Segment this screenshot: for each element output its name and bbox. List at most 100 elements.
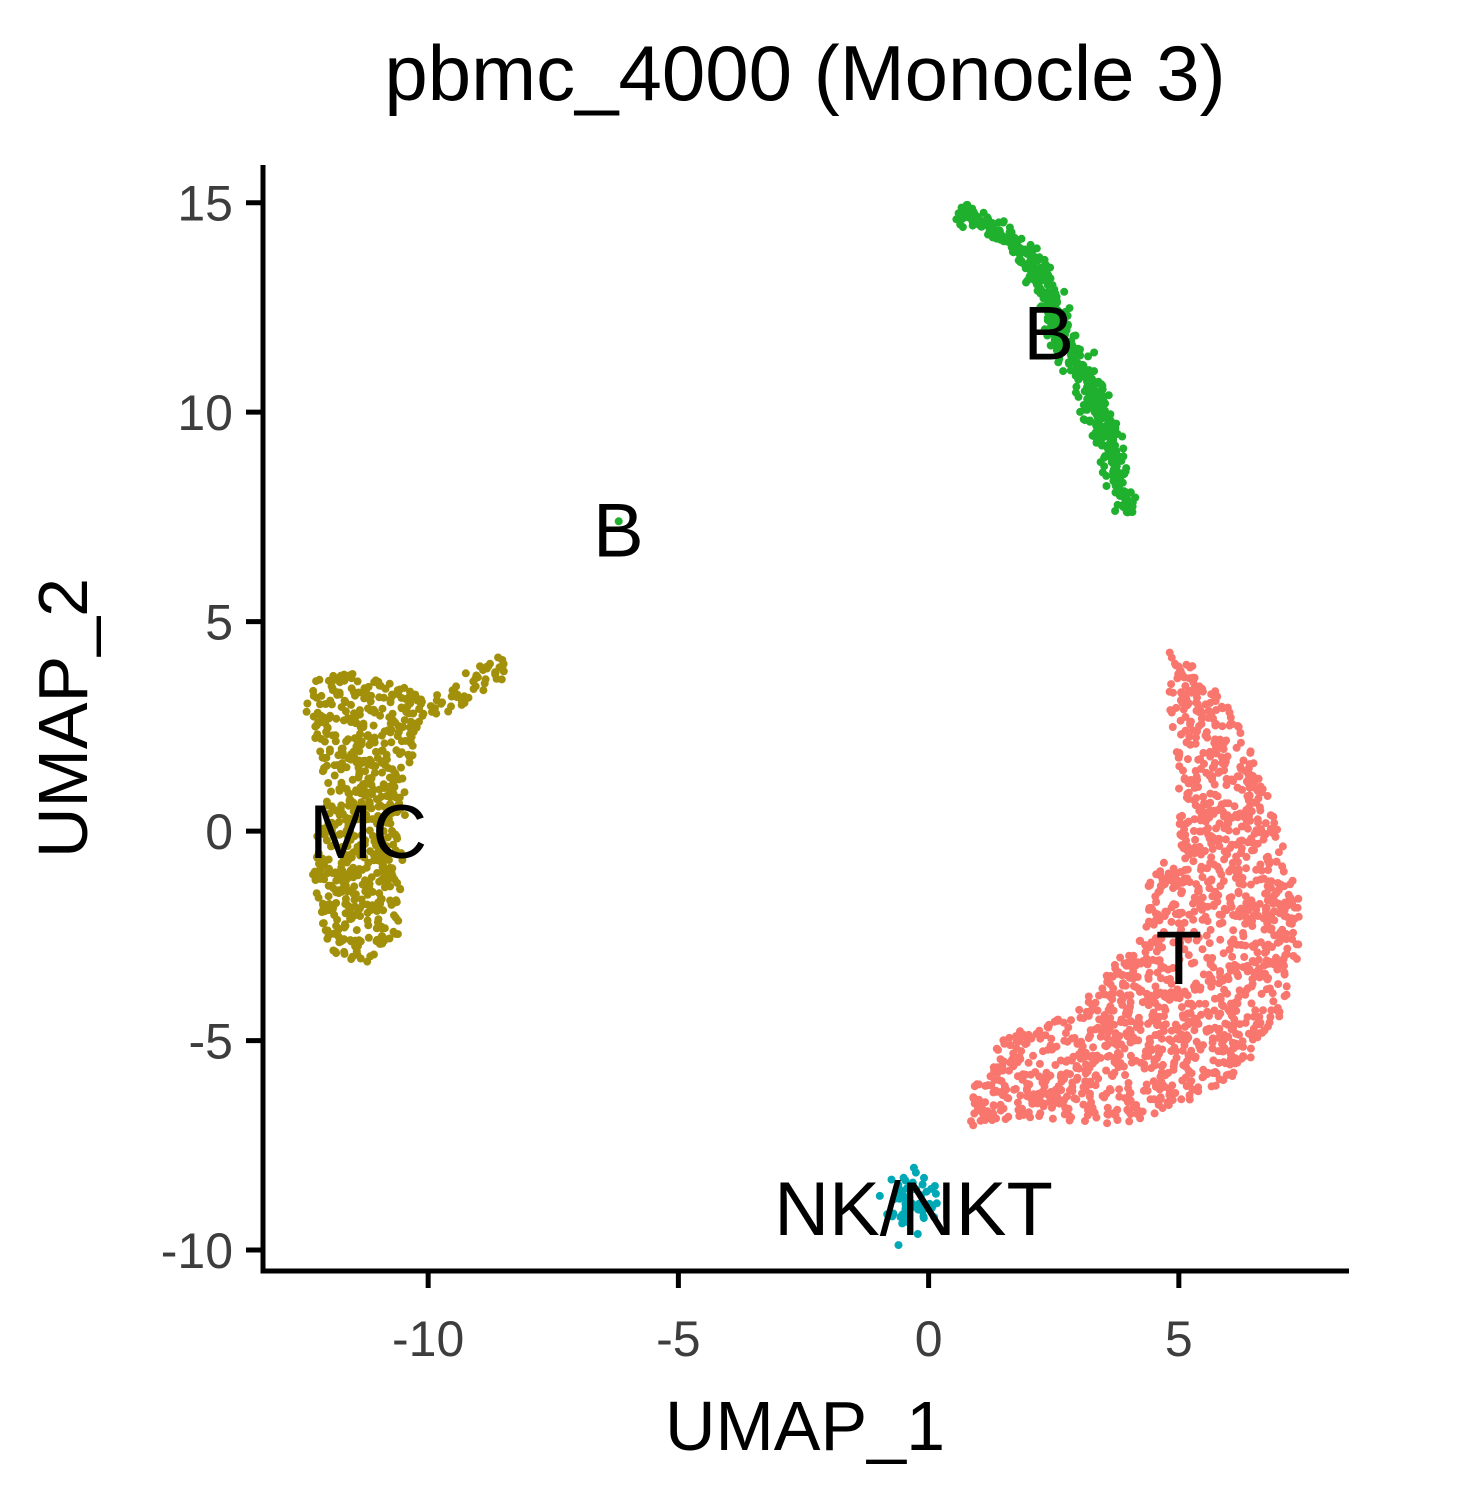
point-b (1033, 286, 1042, 295)
point-mc (389, 840, 398, 849)
point-t (1067, 1113, 1076, 1122)
point-t (1227, 864, 1236, 873)
point-t (1084, 998, 1093, 1007)
point-mc (311, 734, 320, 742)
point-t (1044, 1021, 1053, 1030)
point-mc (321, 700, 330, 708)
point-b (1036, 303, 1045, 312)
point-t (1148, 918, 1157, 927)
point-t (1219, 807, 1227, 816)
point-b (1087, 397, 1096, 406)
point-t (1157, 1062, 1166, 1071)
point-t (1219, 877, 1228, 886)
point-t (1121, 1071, 1130, 1079)
point-t (1158, 1080, 1167, 1089)
point-mc (332, 921, 341, 930)
point-t (1255, 1020, 1264, 1029)
point-t (1255, 899, 1264, 908)
point-t (1180, 774, 1189, 783)
point-mc (397, 693, 406, 702)
point-t (1062, 1057, 1071, 1066)
point-mc (329, 831, 338, 840)
point-t (1167, 1047, 1176, 1056)
point-t (1230, 802, 1239, 811)
x-tick-label: -5 (656, 1311, 700, 1367)
point-t (1190, 1026, 1199, 1035)
point-t (1115, 1085, 1124, 1094)
point-mc (323, 730, 332, 739)
point-mc (363, 900, 372, 909)
point-t (1190, 1014, 1199, 1023)
point-t (1206, 1025, 1215, 1034)
point-t (1248, 922, 1257, 930)
point-t (1274, 980, 1283, 989)
point-t (1205, 1011, 1213, 1020)
point-t (1175, 784, 1183, 793)
point-mc (375, 877, 384, 886)
point-mc (340, 935, 348, 944)
point-mc (363, 916, 372, 925)
point-t (1212, 824, 1220, 833)
point-t (1282, 950, 1291, 959)
point-t (1081, 1117, 1089, 1125)
point-b (1110, 431, 1118, 440)
point-mc (369, 950, 378, 959)
point-t (1047, 1034, 1056, 1043)
point-mc (334, 751, 343, 760)
point-t (1131, 1056, 1140, 1065)
point-mc (391, 793, 400, 802)
point-t (1189, 827, 1198, 835)
point-t (1117, 1040, 1126, 1049)
point-t (1248, 846, 1256, 855)
point-t (1189, 1002, 1197, 1011)
point-t (1159, 928, 1168, 936)
point-t (1289, 928, 1298, 937)
point-mc (356, 904, 364, 913)
point-t (1191, 835, 1200, 844)
point-t (1242, 913, 1251, 922)
y-tick-label: 0 (205, 804, 233, 860)
point-b (1108, 441, 1117, 450)
y-tick-label: 5 (205, 595, 233, 651)
point-mc (479, 686, 488, 695)
point-b (1060, 287, 1069, 296)
point-t (1203, 733, 1212, 742)
point-t (1016, 1091, 1025, 1100)
point-mc (355, 936, 363, 945)
y-tick-label: 15 (177, 176, 233, 232)
point-mc (319, 899, 327, 908)
point-t (1075, 1005, 1084, 1014)
point-t (1117, 971, 1126, 979)
point-mc (318, 919, 327, 928)
point-b (1074, 392, 1083, 401)
point-t (1247, 834, 1256, 843)
point-t (1266, 883, 1275, 892)
point-t (1222, 781, 1231, 790)
point-mc (371, 707, 379, 716)
point-mc (315, 675, 324, 684)
point-t (1221, 1059, 1230, 1068)
point-mc (480, 679, 489, 688)
point-t (1151, 909, 1160, 918)
point-t (1208, 892, 1217, 901)
point-t (1254, 794, 1263, 803)
point-mc (387, 738, 396, 747)
point-t (1163, 873, 1172, 882)
point-b (1072, 382, 1081, 391)
point-t (981, 1116, 989, 1124)
point-t (1175, 762, 1184, 771)
point-t (1211, 1081, 1220, 1090)
point-t (1246, 1044, 1255, 1053)
point-t (1158, 1021, 1167, 1030)
point-t (1079, 1100, 1088, 1109)
point-t (1239, 756, 1248, 765)
point-t (1189, 915, 1198, 924)
point-mc (400, 788, 409, 797)
point-mc (401, 736, 410, 745)
point-t (1185, 1091, 1194, 1100)
point-t (1256, 938, 1265, 947)
point-t (1171, 910, 1180, 918)
point-mc (314, 849, 323, 858)
point-t (1285, 919, 1294, 928)
